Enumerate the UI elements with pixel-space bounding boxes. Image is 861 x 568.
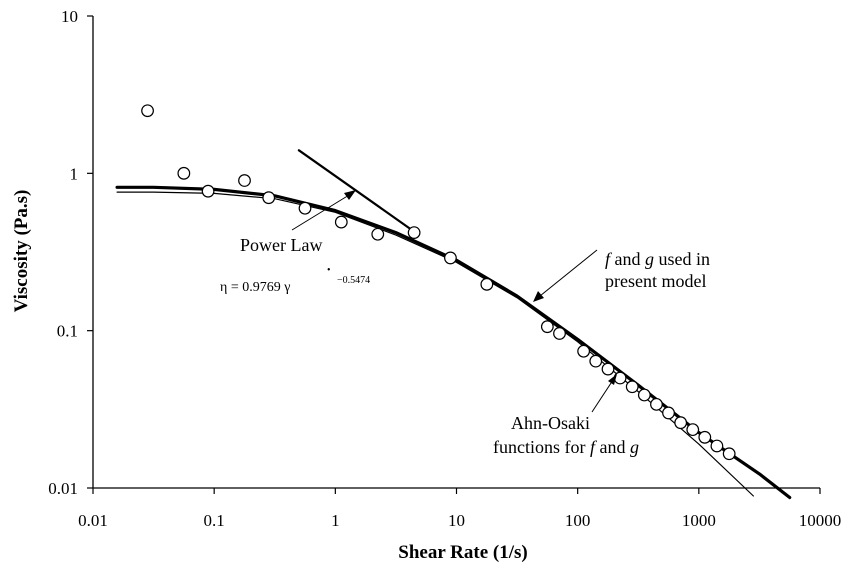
data-point bbox=[601, 362, 615, 376]
data-point bbox=[698, 430, 712, 444]
ahn-osaki-line1: Ahn-Osaki bbox=[511, 413, 590, 433]
ahn-osaki-curve bbox=[116, 191, 755, 497]
data-point bbox=[480, 277, 494, 291]
present-model-f: f bbox=[605, 249, 613, 269]
present-model-g: g bbox=[645, 249, 654, 269]
present-model-used-in: used in bbox=[654, 249, 710, 269]
y-tick-label: 0.1 bbox=[57, 322, 78, 341]
data-point bbox=[407, 226, 421, 240]
data-point bbox=[637, 388, 651, 402]
present-model-line2: present model bbox=[605, 271, 706, 291]
present-model-annotation: f and g used in present model bbox=[533, 249, 710, 302]
data-point bbox=[334, 215, 348, 229]
power-law-arrowhead bbox=[344, 190, 356, 200]
data-point bbox=[141, 104, 154, 118]
power-law-label: Power Law bbox=[240, 235, 322, 255]
data-points bbox=[141, 104, 736, 461]
data-point bbox=[722, 447, 736, 461]
x-tick-label: 0.1 bbox=[204, 511, 225, 530]
axes: 0.01 0.1 1 10 100 1000 10000 0.01 0.1 1 10 bbox=[48, 7, 841, 530]
data-point bbox=[553, 327, 566, 340]
formula-exponent: −0.5474 bbox=[337, 275, 370, 286]
power-law-formula: η = 0.9769 γ bbox=[220, 280, 290, 295]
curves bbox=[115, 149, 792, 500]
ahn-osaki-f: f bbox=[590, 437, 598, 457]
y-ticks: 0.01 0.1 1 10 bbox=[48, 7, 93, 498]
power-law-annotation: Power Law η = 0.9769 γ • −0.5474 bbox=[220, 190, 370, 295]
x-tick-label: 10 bbox=[448, 511, 465, 530]
ahn-osaki-g: g bbox=[630, 437, 639, 457]
present-model-arrow-shaft bbox=[534, 249, 598, 301]
data-point bbox=[625, 380, 639, 394]
present-model-arrowhead bbox=[533, 291, 544, 302]
data-point bbox=[262, 191, 276, 205]
data-point bbox=[238, 174, 251, 187]
data-point bbox=[444, 251, 457, 265]
x-tick-label: 1000 bbox=[682, 511, 716, 530]
data-point bbox=[650, 397, 663, 411]
data-point bbox=[686, 423, 700, 437]
data-point bbox=[371, 227, 385, 241]
x-tick-label: 1 bbox=[331, 511, 340, 530]
ahn-osaki-functions-for: functions for bbox=[493, 437, 590, 457]
data-point bbox=[613, 371, 627, 385]
y-tick-label: 1 bbox=[70, 164, 79, 183]
data-point bbox=[710, 439, 724, 453]
ahn-osaki-and: and bbox=[595, 437, 630, 457]
y-tick-label: 10 bbox=[61, 7, 78, 26]
present-model-line1: f and g used in bbox=[605, 249, 710, 269]
formula-gamma-dot: • bbox=[327, 265, 331, 276]
ahn-osaki-arrowhead bbox=[608, 374, 617, 385]
ahn-osaki-annotation: Ahn-Osaki functions for f and g bbox=[493, 374, 639, 457]
data-point bbox=[674, 416, 688, 430]
data-point bbox=[298, 201, 312, 215]
data-point bbox=[201, 184, 215, 198]
x-ticks: 0.01 0.1 1 10 100 1000 10000 bbox=[78, 488, 841, 530]
present-model-and: and bbox=[610, 249, 645, 269]
power-law-line bbox=[297, 149, 417, 234]
y-tick-label: 0.01 bbox=[48, 479, 78, 498]
data-point bbox=[589, 354, 603, 368]
x-tick-label: 100 bbox=[565, 511, 591, 530]
data-point bbox=[540, 320, 554, 334]
power-law-arrow-shaft bbox=[291, 191, 355, 231]
data-point bbox=[577, 344, 591, 358]
y-axis-title: Viscosity (Pa.s) bbox=[11, 190, 32, 313]
ahn-osaki-line2: functions for f and g bbox=[493, 437, 639, 457]
formula-prefix: η = 0.9769 bbox=[220, 280, 284, 295]
formula-gamma: γ bbox=[283, 280, 290, 295]
data-point bbox=[177, 166, 191, 180]
x-tick-label: 10000 bbox=[799, 511, 842, 530]
x-axis-title: Shear Rate (1/s) bbox=[398, 542, 527, 563]
present-model-curve bbox=[115, 185, 792, 500]
data-point bbox=[662, 406, 675, 420]
x-tick-label: 0.01 bbox=[78, 511, 108, 530]
